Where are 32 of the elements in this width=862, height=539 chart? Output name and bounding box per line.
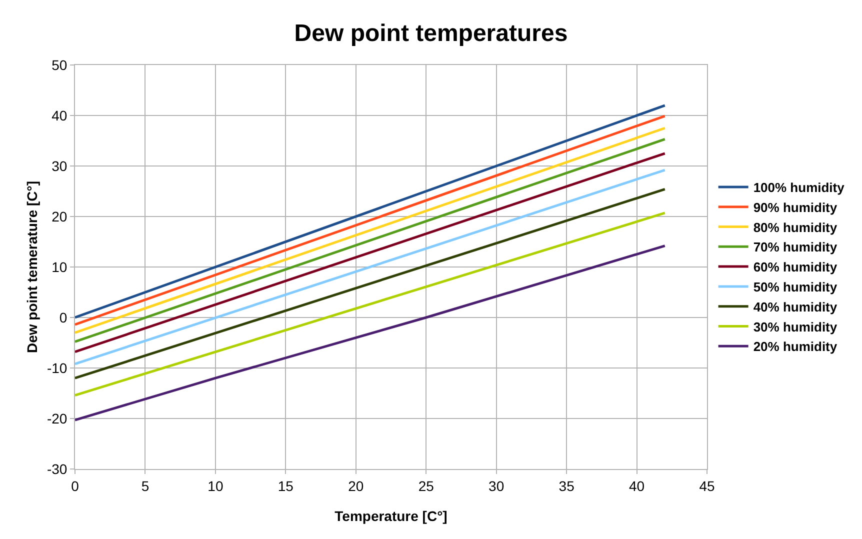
legend-label: 20% humidity <box>753 339 838 354</box>
x-tick-label: 15 <box>278 478 294 494</box>
legend-label: 80% humidity <box>753 220 838 235</box>
y-tick-label: 20 <box>52 208 68 224</box>
legend-label: 50% humidity <box>753 280 838 295</box>
y-tick-label: 0 <box>59 309 68 326</box>
y-tick-label: -20 <box>46 410 68 426</box>
x-tick-label: 10 <box>208 478 224 494</box>
y-tick-label: 50 <box>52 56 68 73</box>
x-tick-label: 20 <box>348 478 364 494</box>
x-tick-label: 40 <box>628 478 645 494</box>
y-tick-label: 30 <box>52 158 68 174</box>
legend-label: 90% humidity <box>753 200 838 215</box>
x-tick-label: 30 <box>488 478 504 494</box>
x-tick-label: 5 <box>141 478 150 494</box>
x-tick-label: 35 <box>558 478 575 494</box>
chart-title: Dew point temperatures <box>294 20 568 48</box>
legend-label: 40% humidity <box>753 299 838 314</box>
legend-label: 100% humidity <box>753 180 846 196</box>
legend-label: 60% humidity <box>753 260 838 275</box>
x-tick-label: 25 <box>418 478 434 494</box>
line-series <box>75 244 666 422</box>
y-tick-label: 10 <box>52 258 68 275</box>
y-axis-title: Dew point temerature [C°] <box>24 180 40 354</box>
legend-label: 30% humidity <box>753 319 838 334</box>
y-tick-label: -10 <box>46 360 68 376</box>
y-tick-label: 40 <box>52 107 68 124</box>
x-tick-label: 45 <box>699 478 715 494</box>
x-tick-label: 0 <box>71 478 80 494</box>
legend-label: 70% humidity <box>753 240 838 255</box>
x-axis-title: Temperature [C°] <box>334 508 448 524</box>
y-tick-label: -30 <box>46 460 68 477</box>
